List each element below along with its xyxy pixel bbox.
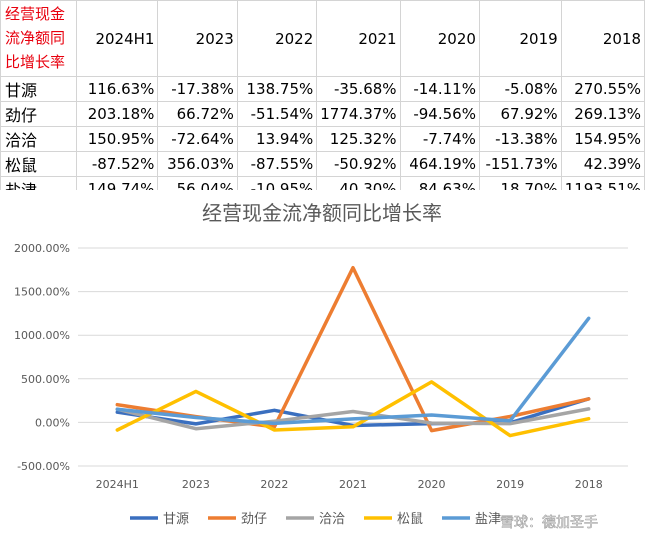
row-label: 洽洽 <box>0 126 78 152</box>
corner-line-1: 经营现金 <box>5 5 66 23</box>
x-tick-label: 2023 <box>182 478 210 491</box>
y-axis: -500.00% 0.00% 500.00% 1000.00% 1500.00% 2000… <box>14 242 70 473</box>
y-tick-label: 1500.00% <box>14 286 70 299</box>
table-cell: 42.39% <box>560 151 645 177</box>
column-header: 2020 <box>399 0 480 77</box>
y-tick-label: 500.00% <box>21 373 70 386</box>
x-tick-label: 2020 <box>418 478 446 491</box>
legend-label: 盐津 <box>475 512 501 527</box>
table-row: 洽洽 150.95% -72.64% 13.94% 125.32% -7.74%… <box>0 126 645 152</box>
chart-title: 经营现金流净额同比增长率 <box>202 201 442 225</box>
chart-background <box>0 190 645 544</box>
table-corner-title: 经营现金 流净额同 比增长率 <box>0 0 78 77</box>
table-cell: -17.38% <box>157 76 238 102</box>
table-cell: -7.74% <box>399 126 480 152</box>
x-axis: 2024H1 2023 2022 2021 2020 2019 2018 <box>96 478 603 491</box>
table-cell: -35.68% <box>316 76 401 102</box>
watermark-text: 雪球：德加圣手 <box>500 515 598 531</box>
table-row: 松鼠 -87.52% 356.03% -87.55% -50.92% 464.1… <box>0 151 645 177</box>
series-line <box>115 316 591 426</box>
corner-line-2: 流净额同 <box>5 29 66 47</box>
table-cell: 13.94% <box>236 126 318 152</box>
line-chart: 经营现金流净额同比增长率 -500.00% 0.00% 500.00% 1000.00… <box>0 190 645 544</box>
row-label: 松鼠 <box>0 151 78 177</box>
table-cell: 270.55% <box>560 76 645 102</box>
table-cell: 138.75% <box>236 76 318 102</box>
row-label: 甘源 <box>0 76 78 102</box>
legend-label: 洽洽 <box>319 512 345 527</box>
legend-label: 松鼠 <box>397 512 423 527</box>
table-cell: -51.54% <box>236 101 318 127</box>
y-tick-label: 1000.00% <box>14 329 70 342</box>
table-cell: 269.13% <box>560 101 645 127</box>
table-cell: -14.11% <box>399 76 480 102</box>
table-cell: 125.32% <box>316 126 401 152</box>
column-header: 2023 <box>157 0 238 77</box>
table-cell: 67.92% <box>478 101 562 127</box>
table-cell: -5.08% <box>478 76 562 102</box>
corner-line-3: 比增长率 <box>5 53 66 71</box>
legend: 甘源 劲仔 洽洽 松鼠 盐津 <box>130 512 501 527</box>
y-tick-label: -500.00% <box>17 460 70 473</box>
column-header: 2022 <box>236 0 318 77</box>
table-cell: -72.64% <box>157 126 238 152</box>
table-cell: 1774.37% <box>316 101 401 127</box>
table-cell: 116.63% <box>76 76 159 102</box>
growth-rate-table: 经营现金 流净额同 比增长率 2024H1 2023 2022 2021 202… <box>0 0 645 202</box>
legend-label: 甘源 <box>163 512 189 527</box>
x-tick-label: 2022 <box>260 478 288 491</box>
legend-label: 劲仔 <box>241 512 267 527</box>
table-cell: -87.55% <box>236 151 318 177</box>
table-cell: -50.92% <box>316 151 401 177</box>
table-cell: 356.03% <box>157 151 238 177</box>
series-line <box>115 380 591 438</box>
table-cell: -13.38% <box>478 126 562 152</box>
table-row: 劲仔 203.18% 66.72% -51.54% 1774.37% -94.5… <box>0 101 645 127</box>
table-header-row: 经营现金 流净额同 比增长率 2024H1 2023 2022 2021 202… <box>0 0 645 77</box>
series-lines <box>115 265 591 438</box>
table-cell: 203.18% <box>76 101 159 127</box>
table-cell: 66.72% <box>157 101 238 127</box>
table-cell: 464.19% <box>399 151 480 177</box>
table-row: 甘源 116.63% -17.38% 138.75% -35.68% -14.1… <box>0 76 645 102</box>
x-tick-label: 2021 <box>339 478 367 491</box>
series-line <box>115 407 591 431</box>
y-tick-label: 2000.00% <box>14 242 70 255</box>
table-cell: -151.73% <box>478 151 562 177</box>
column-header: 2018 <box>560 0 645 77</box>
column-header: 2021 <box>316 0 401 77</box>
column-header: 2019 <box>478 0 562 77</box>
x-tick-label: 2018 <box>575 478 603 491</box>
y-tick-label: 0.00% <box>35 416 70 429</box>
table-cell: -87.52% <box>76 151 159 177</box>
table-row: 盐津 149.74% 56.04% -10.95% 40.30% 84.63% … <box>0 176 645 202</box>
x-tick-label: 2024H1 <box>96 478 139 491</box>
table-cell: 150.95% <box>76 126 159 152</box>
table-cell: 154.95% <box>560 126 645 152</box>
table-cell: -94.56% <box>399 101 480 127</box>
row-label: 劲仔 <box>0 101 78 127</box>
x-tick-label: 2019 <box>496 478 524 491</box>
column-header: 2024H1 <box>76 0 159 77</box>
